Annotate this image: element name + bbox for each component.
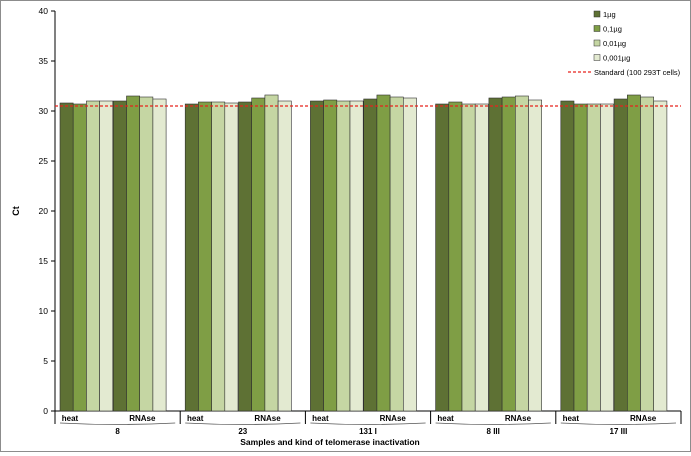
- bar: [251, 97, 266, 412]
- treatment-label: RNAse: [254, 414, 281, 423]
- treatment-bracket: [435, 422, 551, 425]
- bar: [336, 100, 351, 412]
- treatment-bracket: [560, 422, 677, 425]
- treatment-bracket: [59, 422, 176, 425]
- bar: [59, 102, 74, 412]
- bar: [613, 98, 628, 412]
- bar: [349, 100, 364, 412]
- bar: [126, 95, 140, 412]
- bar: [488, 97, 503, 412]
- legend-label: 0,01µg: [603, 39, 626, 48]
- bar: [528, 99, 542, 412]
- bar: [198, 101, 212, 412]
- y-tick-label: 0: [43, 406, 48, 416]
- treatment-bracket: [185, 422, 301, 425]
- legend-swatch: [593, 25, 601, 32]
- bar: [560, 100, 575, 412]
- bar: [139, 96, 154, 412]
- bar: [323, 99, 338, 412]
- bar: [363, 98, 378, 412]
- y-tick-label: 35: [39, 56, 49, 66]
- bar: [461, 103, 476, 412]
- bar: [501, 96, 516, 412]
- treatment-bracket: [310, 422, 426, 425]
- bar: [113, 100, 127, 412]
- bar: [238, 101, 252, 412]
- treatment-label: heat: [62, 414, 79, 423]
- x-axis-label: Samples and kind of telomerase inactivat…: [240, 437, 420, 447]
- legend-reference-label: Standard (100 293T cells): [594, 68, 681, 77]
- legend-swatch: [593, 54, 601, 61]
- sample-label: 17 III: [610, 427, 628, 436]
- treatment-label: RNAse: [505, 414, 532, 423]
- y-tick-label: 40: [39, 6, 49, 16]
- y-tick-label: 30: [39, 106, 49, 116]
- legend-swatch: [593, 10, 601, 18]
- legend-label: 1µg: [603, 10, 616, 19]
- bar: [573, 103, 588, 412]
- bar: [653, 100, 668, 412]
- bar: [310, 100, 324, 412]
- bar: [435, 103, 450, 412]
- bars-layer: [59, 94, 668, 412]
- bar: [474, 103, 489, 412]
- bar: [586, 103, 601, 412]
- treatment-label: RNAse: [380, 414, 407, 423]
- sample-label: 131 I: [359, 427, 377, 436]
- legend-label: 0,1µg: [603, 25, 622, 34]
- legend: 1µg 0,1µg 0,01µg 0,001µg Standard (100 293T …: [568, 10, 681, 77]
- bar: [264, 94, 279, 412]
- y-axis-label: Ct: [11, 206, 21, 216]
- bar: [402, 97, 417, 412]
- bar: [224, 102, 239, 412]
- bar: [600, 103, 614, 412]
- bar: [448, 101, 463, 412]
- y-tick-label: 15: [39, 256, 49, 266]
- treatment-label: heat: [437, 414, 454, 423]
- bar: [86, 100, 100, 412]
- treatment-label: heat: [563, 414, 580, 423]
- bar: [184, 103, 199, 412]
- bar: [99, 100, 114, 412]
- sample-label: 23: [238, 427, 247, 436]
- bar: [72, 103, 87, 412]
- treatment-label: RNAse: [129, 414, 156, 423]
- bar: [277, 100, 292, 412]
- bar: [514, 95, 529, 412]
- bar: [626, 94, 641, 412]
- bar: [152, 98, 167, 412]
- treatment-label: heat: [187, 414, 204, 423]
- bar: [389, 96, 404, 412]
- y-tick-label: 5: [43, 356, 48, 366]
- legend-swatch: [593, 39, 601, 47]
- y-tick-label: 25: [39, 156, 49, 166]
- y-tick-label: 20: [39, 206, 49, 216]
- sample-label: 8: [115, 427, 120, 436]
- bar: [211, 101, 226, 412]
- treatment-label: heat: [312, 414, 329, 423]
- bar: [640, 96, 654, 412]
- bar: [376, 94, 391, 412]
- legend-label: 0,001µg: [603, 54, 630, 63]
- y-tick-label: 10: [39, 306, 49, 316]
- treatment-label: RNAse: [630, 414, 657, 423]
- sample-label: 8 III: [487, 427, 500, 436]
